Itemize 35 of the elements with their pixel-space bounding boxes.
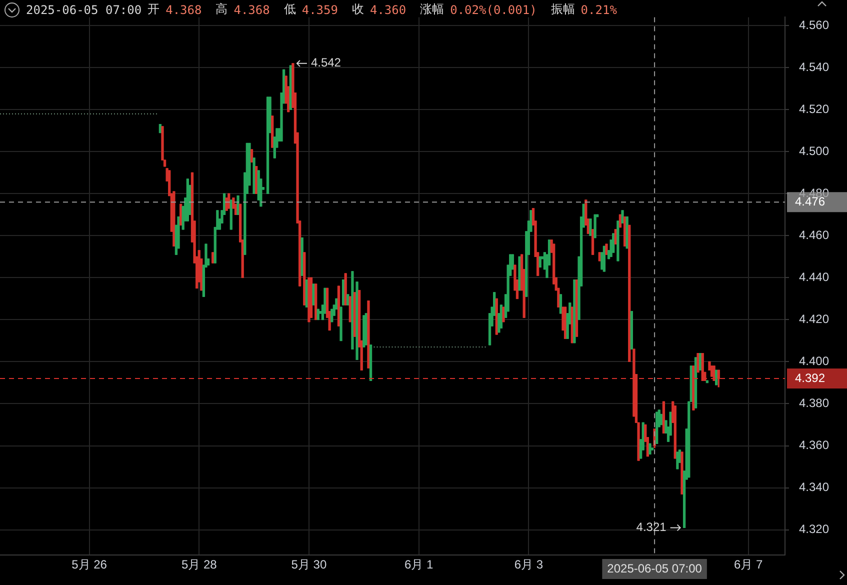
y-tick-label: 4.560: [799, 18, 830, 32]
y-tick-label: 4.500: [799, 144, 830, 158]
y-tick-label: 4.360: [799, 438, 830, 452]
text: 4.368: [166, 2, 202, 16]
text: 收: [352, 1, 364, 18]
x-tick-label: 6月 7: [734, 558, 764, 572]
text: 低: [284, 1, 296, 18]
y-tick-label: 4.320: [799, 522, 830, 536]
text: 4.360: [370, 2, 406, 16]
y-tick-label: 4.520: [799, 102, 830, 116]
text: 0.02%(0.001): [450, 2, 537, 16]
x-tick-label: 5月 28: [181, 558, 218, 572]
ref-line-label: 2025-06-05 07:00: [607, 561, 702, 576]
y-tick-label: 4.420: [799, 312, 830, 326]
y-tick-label: 4.440: [799, 270, 830, 284]
x-tick-label: 5月 26: [72, 558, 108, 572]
y-tick-label: 4.380: [799, 396, 830, 410]
text: 高: [216, 1, 228, 18]
y-tick-label: 4.400: [799, 354, 830, 368]
text: 0.21%: [580, 2, 617, 16]
x-tick-label: 6月 3: [514, 558, 544, 572]
text: 2025-06-05 07:00: [26, 2, 142, 16]
text: 振幅: [550, 1, 575, 18]
text: 涨幅: [420, 1, 444, 18]
annotation: 4.542: [310, 56, 342, 70]
ref-line-label: 4.392: [795, 370, 826, 385]
x-tick-label: 6月 1: [404, 558, 434, 572]
y-tick-label: 4.340: [799, 480, 830, 494]
y-tick-label: 4.540: [799, 60, 830, 74]
annotation: 4.321: [636, 520, 667, 534]
text: 4.368: [234, 2, 270, 16]
text: 4.359: [302, 2, 338, 16]
x-tick-label: 5月 30: [291, 558, 327, 572]
y-tick-label: 4.460: [799, 228, 830, 242]
text: 开: [148, 1, 160, 18]
